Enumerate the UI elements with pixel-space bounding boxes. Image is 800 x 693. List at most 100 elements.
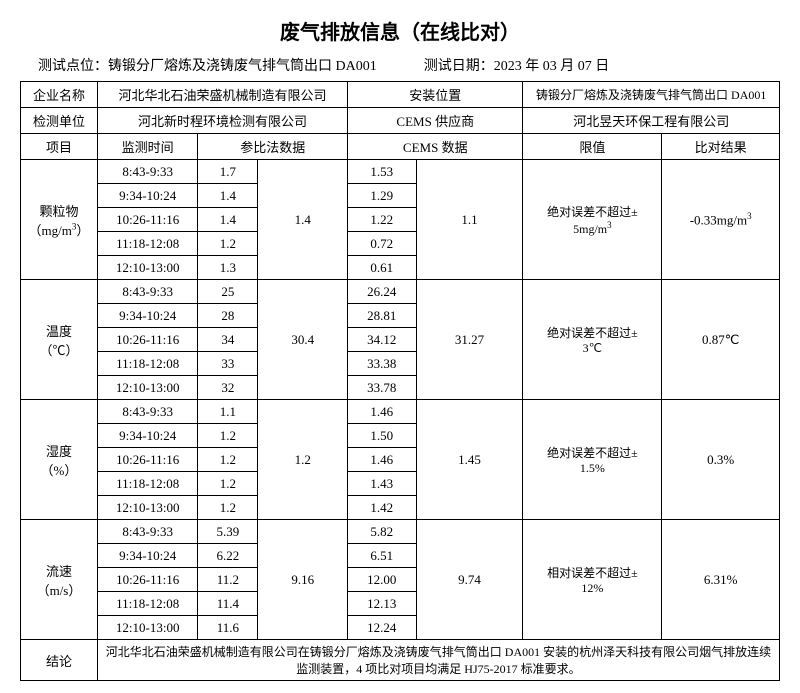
- limit-cell: 绝对误差不超过±3℃: [523, 280, 662, 400]
- point-value: 铸锻分厂熔炼及浇铸废气排气筒出口 DA001: [108, 59, 377, 74]
- cems-supplier-value: 河北昱天环保工程有限公司: [523, 108, 780, 134]
- ref-val: 1.4: [198, 208, 258, 232]
- cems-val: 5.82: [348, 520, 416, 544]
- result-cell: 6.31%: [662, 520, 780, 640]
- ref-val: 11.6: [198, 616, 258, 640]
- cems-val: 34.12: [348, 328, 416, 352]
- date-value: 2023 年 03 月 07 日: [494, 59, 610, 74]
- ref-val: 11.2: [198, 568, 258, 592]
- install-value: 铸锻分厂熔炼及浇铸废气排气筒出口 DA001: [523, 82, 780, 108]
- ref-val: 25: [198, 280, 258, 304]
- time-cell: 8:43-9:33: [97, 520, 197, 544]
- cems-val: 1.46: [348, 400, 416, 424]
- date-label: 测试日期：: [424, 59, 494, 74]
- cems-val: 33.38: [348, 352, 416, 376]
- result-cell: 0.87℃: [662, 280, 780, 400]
- cems-val: 12.13: [348, 592, 416, 616]
- item-name: 湿度（%）: [21, 400, 98, 520]
- cems-val: 6.51: [348, 544, 416, 568]
- col-limit: 限值: [523, 134, 662, 160]
- ref-avg: 1.4: [258, 160, 348, 280]
- point-label: 测试点位：: [38, 59, 108, 74]
- cems-val: 12.24: [348, 616, 416, 640]
- cems-avg: 1.1: [416, 160, 523, 280]
- cems-val: 1.53: [348, 160, 416, 184]
- col-item: 项目: [21, 134, 98, 160]
- item-name: 温度（℃）: [21, 280, 98, 400]
- time-cell: 9:34-10:24: [97, 184, 197, 208]
- ref-avg: 30.4: [258, 280, 348, 400]
- cems-val: 26.24: [348, 280, 416, 304]
- col-result: 比对结果: [662, 134, 780, 160]
- ref-val: 1.4: [198, 184, 258, 208]
- time-cell: 12:10-13:00: [97, 376, 197, 400]
- time-cell: 12:10-13:00: [97, 496, 197, 520]
- time-cell: 11:18-12:08: [97, 232, 197, 256]
- conclusion-text: 河北华北石油荣盛机械制造有限公司在铸锻分厂熔炼及浇铸废气排气筒出口 DA001 …: [97, 640, 779, 681]
- time-cell: 10:26-11:16: [97, 448, 197, 472]
- cems-avg: 9.74: [416, 520, 523, 640]
- company-label: 企业名称: [21, 82, 98, 108]
- cems-supplier-label: CEMS 供应商: [348, 108, 523, 134]
- item-name: 流速（m/s）: [21, 520, 98, 640]
- cems-val: 28.81: [348, 304, 416, 328]
- time-cell: 12:10-13:00: [97, 616, 197, 640]
- item-name: 颗粒物（mg/m3）: [21, 160, 98, 280]
- col-ref: 参比法数据: [198, 134, 348, 160]
- data-table: 企业名称河北华北石油荣盛机械制造有限公司安装位置铸锻分厂熔炼及浇铸废气排气筒出口…: [20, 81, 780, 681]
- ref-val: 1.1: [198, 400, 258, 424]
- time-cell: 12:10-13:00: [97, 256, 197, 280]
- detect-value: 河北新时程环境检测有限公司: [97, 108, 347, 134]
- col-time: 监测时间: [97, 134, 197, 160]
- time-cell: 10:26-11:16: [97, 208, 197, 232]
- ref-val: 1.2: [198, 424, 258, 448]
- time-cell: 8:43-9:33: [97, 160, 197, 184]
- ref-val: 1.2: [198, 448, 258, 472]
- time-cell: 9:34-10:24: [97, 544, 197, 568]
- page-title: 废气排放信息（在线比对）: [20, 16, 780, 45]
- col-cems: CEMS 数据: [348, 134, 523, 160]
- ref-val: 6.22: [198, 544, 258, 568]
- cems-val: 1.43: [348, 472, 416, 496]
- limit-cell: 相对误差不超过±12%: [523, 520, 662, 640]
- detect-label: 检测单位: [21, 108, 98, 134]
- time-cell: 9:34-10:24: [97, 304, 197, 328]
- ref-val: 1.7: [198, 160, 258, 184]
- limit-cell: 绝对误差不超过±5mg/m3: [523, 160, 662, 280]
- time-cell: 10:26-11:16: [97, 568, 197, 592]
- cems-avg: 31.27: [416, 280, 523, 400]
- company-value: 河北华北石油荣盛机械制造有限公司: [97, 82, 347, 108]
- result-cell: 0.3%: [662, 400, 780, 520]
- time-cell: 8:43-9:33: [97, 400, 197, 424]
- time-cell: 9:34-10:24: [97, 424, 197, 448]
- cems-val: 33.78: [348, 376, 416, 400]
- ref-avg: 1.2: [258, 400, 348, 520]
- ref-val: 1.3: [198, 256, 258, 280]
- time-cell: 11:18-12:08: [97, 352, 197, 376]
- cems-val: 1.22: [348, 208, 416, 232]
- conclusion-label: 结论: [21, 640, 98, 681]
- cems-val: 12.00: [348, 568, 416, 592]
- cems-val: 1.50: [348, 424, 416, 448]
- ref-val: 1.2: [198, 472, 258, 496]
- cems-val: 0.61: [348, 256, 416, 280]
- ref-val: 1.2: [198, 232, 258, 256]
- ref-val: 34: [198, 328, 258, 352]
- cems-val: 1.42: [348, 496, 416, 520]
- time-cell: 10:26-11:16: [97, 328, 197, 352]
- ref-val: 5.39: [198, 520, 258, 544]
- result-cell: -0.33mg/m3: [662, 160, 780, 280]
- cems-val: 1.46: [348, 448, 416, 472]
- ref-val: 28: [198, 304, 258, 328]
- ref-val: 32: [198, 376, 258, 400]
- time-cell: 11:18-12:08: [97, 472, 197, 496]
- cems-val: 1.29: [348, 184, 416, 208]
- ref-val: 33: [198, 352, 258, 376]
- time-cell: 11:18-12:08: [97, 592, 197, 616]
- ref-val: 1.2: [198, 496, 258, 520]
- limit-cell: 绝对误差不超过±1.5%: [523, 400, 662, 520]
- cems-avg: 1.45: [416, 400, 523, 520]
- time-cell: 8:43-9:33: [97, 280, 197, 304]
- install-label: 安装位置: [348, 82, 523, 108]
- ref-avg: 9.16: [258, 520, 348, 640]
